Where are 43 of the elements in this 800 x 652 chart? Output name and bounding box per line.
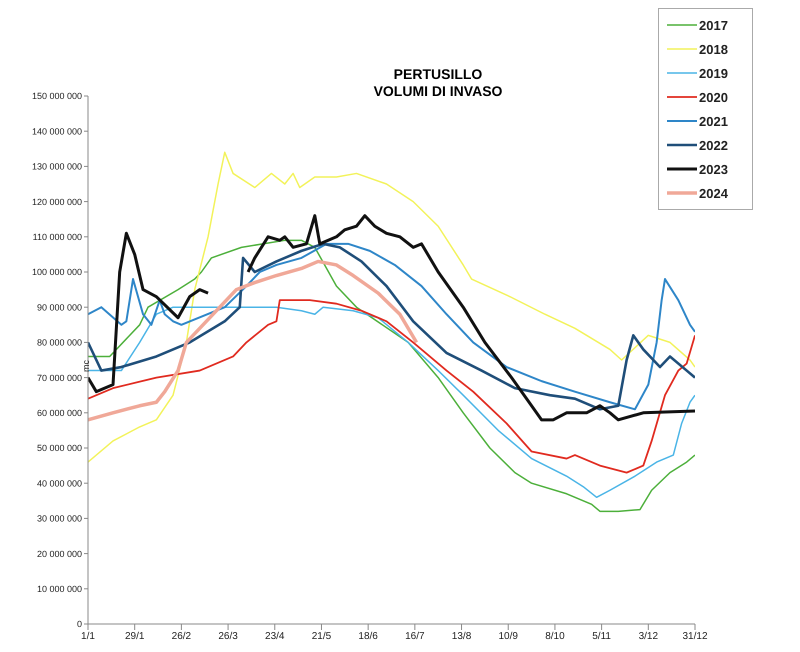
y-tick-label: 150 000 000	[32, 91, 82, 102]
y-tick-label: 10 000 000	[36, 584, 82, 594]
x-tick-label: 10/9	[498, 631, 518, 642]
y-tick-label: 140 000 000	[32, 126, 82, 136]
legend-label: 2024	[699, 186, 728, 200]
y-tick-label: 40 000 000	[36, 478, 82, 488]
y-tick-label: 60 000 000	[36, 408, 82, 418]
legend-label: 2017	[699, 18, 728, 32]
line-series	[88, 240, 695, 512]
x-tick-label: 16/7	[405, 631, 426, 642]
y-tick-label: 50 000 000	[36, 443, 82, 454]
x-tick-label: 21/5	[312, 631, 332, 642]
x-tick-label: 23/4	[265, 631, 285, 642]
x-tick-label: 26/3	[218, 631, 238, 642]
legend-label: 2021	[699, 114, 728, 128]
line-series	[88, 260, 418, 422]
x-tick-label: 8/10	[545, 631, 566, 642]
y-tick-label: 110 000 000	[32, 232, 82, 242]
y-tick-label: 20 000 000	[36, 548, 82, 559]
x-tick-label: 5/11	[592, 631, 612, 642]
legend-label: 2022	[699, 138, 728, 152]
line-series	[88, 306, 695, 498]
y-tick-label: 0	[76, 619, 82, 630]
x-tick-label: 1/1	[81, 631, 96, 642]
y-tick-label: 100 000 000	[32, 267, 82, 278]
y-tick-label: 130 000 000	[32, 162, 82, 172]
y-axis-title: mc	[81, 360, 92, 372]
chart-title: PERTUSILLO VOLUMI DI INVASO	[372, 66, 504, 100]
legend-label: 2020	[699, 90, 728, 104]
y-tick-label: 70 000 000	[36, 372, 82, 383]
x-tick-label: 13/8	[452, 631, 472, 642]
y-tick-label: 90 000 000	[36, 302, 82, 312]
legend-label: 2018	[699, 42, 728, 56]
legend-label: 2019	[699, 66, 728, 80]
x-tick-label: 3/12	[638, 631, 658, 642]
legend-label: 2023	[699, 162, 728, 176]
x-tick-label: 18/6	[358, 631, 378, 642]
y-tick-label: 80 000 000	[36, 338, 82, 348]
y-tick-label: 120 000 000	[32, 196, 82, 207]
y-tick-label: 30 000 000	[36, 514, 82, 524]
x-tick-label: 26/2	[172, 631, 192, 642]
x-tick-label: 29/1	[124, 631, 145, 642]
x-tick-label: 31/12	[682, 631, 708, 642]
